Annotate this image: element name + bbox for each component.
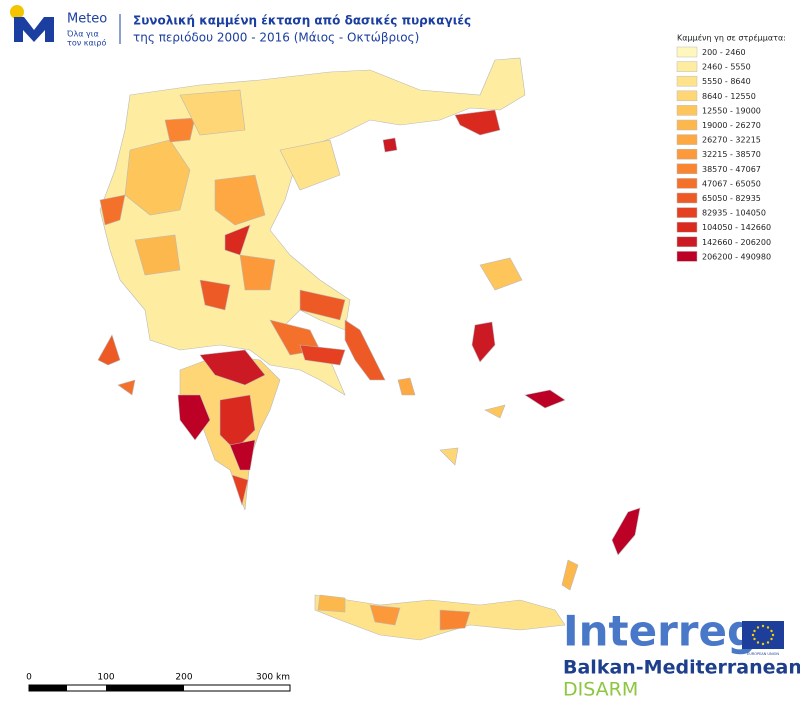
region [177,394,211,441]
legend-label: 65050 - 82935 [702,194,761,203]
interreg-logo: Interreg EUROPEAN UNION Balkan-Mediterra… [563,607,800,701]
region [524,389,566,409]
legend-label: 8640 - 12550 [702,92,756,101]
region [117,379,136,396]
legend-swatch [676,75,698,87]
legend-label: 104050 - 142660 [702,223,771,232]
region [561,559,579,591]
legend-title: Καμμένη γη σε στρέμματα: [677,33,786,43]
legend-label: 26270 - 32215 [702,136,761,145]
legend-label: 47067 - 65050 [702,179,761,188]
region [439,447,459,466]
title: Συνολική καμμένη έκταση από δασικές πυρκ… [133,14,471,28]
legend: Καμμένη γη σε στρέμματα: 200 - 2460 2460 … [676,33,786,262]
legend-label: 32215 - 38570 [702,150,761,159]
region [471,321,496,363]
region [239,254,276,291]
legend-label: 142660 - 206200 [702,238,771,247]
legend-label: 2460 - 5550 [702,63,751,72]
scale-bar: 0 100 200 300 km [26,673,291,692]
legend-swatch [676,163,698,175]
region [134,234,181,276]
legend-swatch [676,61,698,72]
region [97,334,121,366]
legend-swatch [676,46,698,58]
legend-label: 200 - 2460 [702,48,746,57]
legend-swatch [676,178,698,189]
legend-swatch [676,192,698,204]
logo-sun [10,5,24,19]
region [199,349,266,386]
scale-segment [106,685,184,691]
region [397,377,416,396]
legend-swatch [676,251,698,262]
map [97,57,641,641]
region [479,257,523,291]
brand: Meteo [67,12,107,27]
region [317,594,346,613]
legend-label: 38570 - 47067 [702,165,761,174]
legend-swatch [676,236,698,248]
project: DISARM [563,679,638,701]
legend-label: 12550 - 19000 [702,106,761,115]
legend-swatch [676,105,698,116]
legend-label: 82935 - 104050 [702,209,766,218]
meteo-logo: Meteo Όλα για τον καιρό [10,5,121,48]
region [382,137,398,153]
region [229,439,256,471]
legend-swatch [676,207,698,218]
legend-swatch [676,90,698,102]
tagline: τον καιρό [67,38,106,48]
region [231,474,249,507]
program: Interreg [563,607,757,656]
legend-swatch [676,148,698,160]
region [99,194,126,226]
legend-label: 206200 - 490980 [702,252,771,261]
legend-swatch [676,134,698,145]
region: Balkan-Mediterranean [563,657,800,679]
region [344,319,386,381]
eu-stars [751,624,775,646]
legend-label: 19000 - 26270 [702,121,761,130]
tagline: Όλα για [66,29,99,39]
region [299,344,346,366]
scale-label: 100 [97,673,114,683]
legend-swatch [676,119,698,131]
logo-m [14,17,54,42]
region [611,507,641,556]
scale-segment [29,685,67,691]
eu-label: EUROPEAN UNION [747,652,779,656]
scale-label: 0 [26,673,32,683]
region [199,279,231,311]
region [484,404,506,419]
region [454,109,501,136]
region [219,394,256,451]
scale-label: 200 [175,673,192,683]
region [99,57,526,396]
region [369,604,401,626]
legend-swatch [676,221,698,233]
region [179,89,246,136]
region [279,139,341,191]
region [439,609,471,631]
region [164,117,196,143]
scale-label: 300 km [256,673,290,683]
legend-label: 5550 - 8640 [702,77,751,86]
region [214,174,266,226]
region [299,289,346,321]
subtitle: της περιόδου 2000 - 2016 (Μάιος - Οκτώβρ… [133,31,419,45]
